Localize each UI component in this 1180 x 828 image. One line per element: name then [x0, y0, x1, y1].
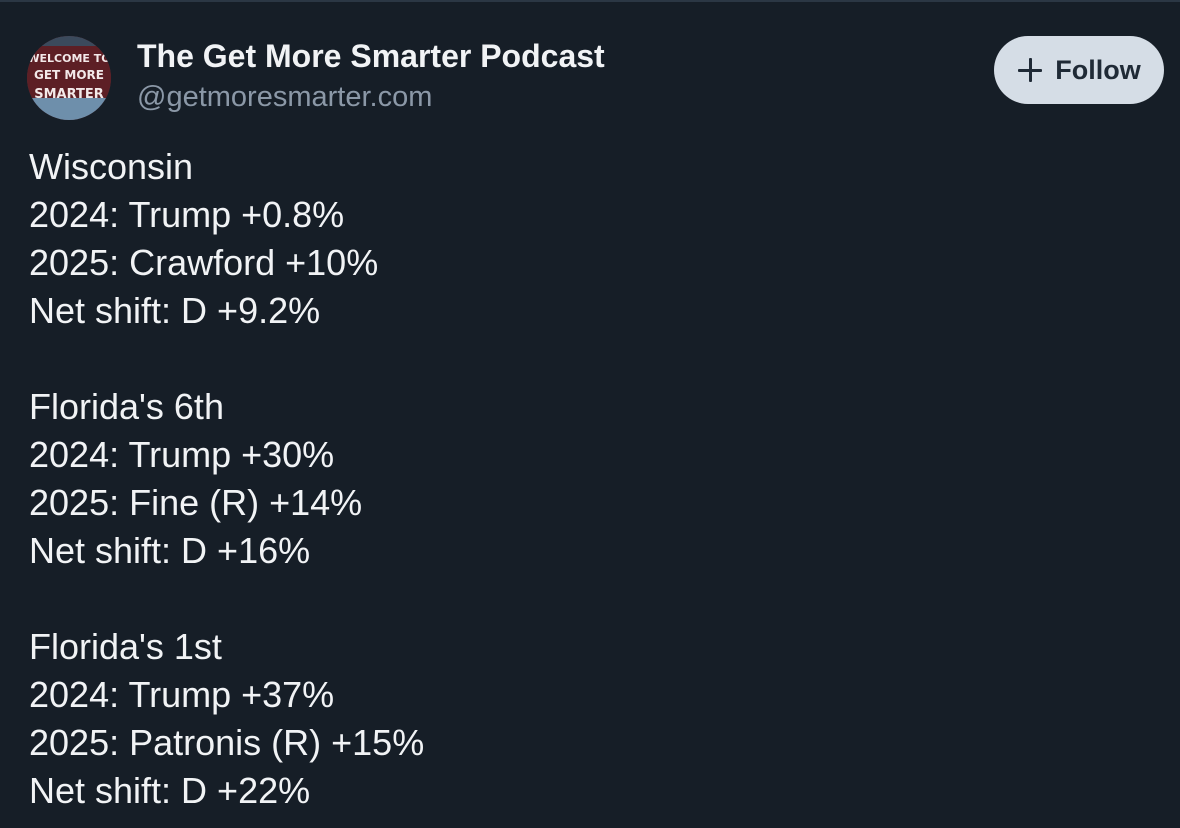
net-shift-line: Net shift: D +16%	[29, 530, 311, 571]
author-handle[interactable]: @getmoresmarter.com	[137, 81, 433, 113]
result-line: 2024: Trump +37%	[29, 674, 335, 715]
plus-icon	[1017, 57, 1043, 83]
result-line: 2024: Trump +0.8%	[29, 194, 345, 235]
section-florida-1st: Florida's 1st 2024: Trump +37% 2025: Pat…	[29, 623, 1149, 815]
section-title: Wisconsin	[29, 146, 194, 187]
section-florida-6th: Florida's 6th 2024: Trump +30% 2025: Fin…	[29, 383, 1149, 575]
post-body: Wisconsin 2024: Trump +0.8% 2025: Crawfo…	[29, 143, 1149, 815]
avatar-text-line-2: GET MORE	[34, 68, 104, 82]
result-line: 2024: Trump +30%	[29, 434, 335, 475]
result-line: 2025: Crawford +10%	[29, 242, 379, 283]
follow-label: Follow	[1055, 54, 1141, 85]
follow-button[interactable]: Follow	[994, 36, 1164, 104]
top-divider	[0, 0, 1180, 2]
author-name[interactable]: The Get More Smarter Podcast	[137, 38, 605, 74]
avatar-image: WELCOME TO GET MORE SMARTER	[27, 36, 111, 120]
paragraph-gap	[29, 575, 1149, 623]
net-shift-line: Net shift: D +9.2%	[29, 290, 321, 331]
net-shift-line: Net shift: D +22%	[29, 770, 311, 811]
section-title: Florida's 6th	[29, 386, 224, 427]
result-line: 2025: Patronis (R) +15%	[29, 722, 425, 763]
section-title: Florida's 1st	[29, 626, 222, 667]
result-line: 2025: Fine (R) +14%	[29, 482, 363, 523]
paragraph-gap	[29, 335, 1149, 383]
avatar-text-line-1: WELCOME TO	[27, 52, 110, 65]
section-wisconsin: Wisconsin 2024: Trump +0.8% 2025: Crawfo…	[29, 143, 1149, 335]
avatar[interactable]: WELCOME TO GET MORE SMARTER	[27, 36, 111, 120]
avatar-text-line-3: SMARTER	[34, 87, 104, 102]
